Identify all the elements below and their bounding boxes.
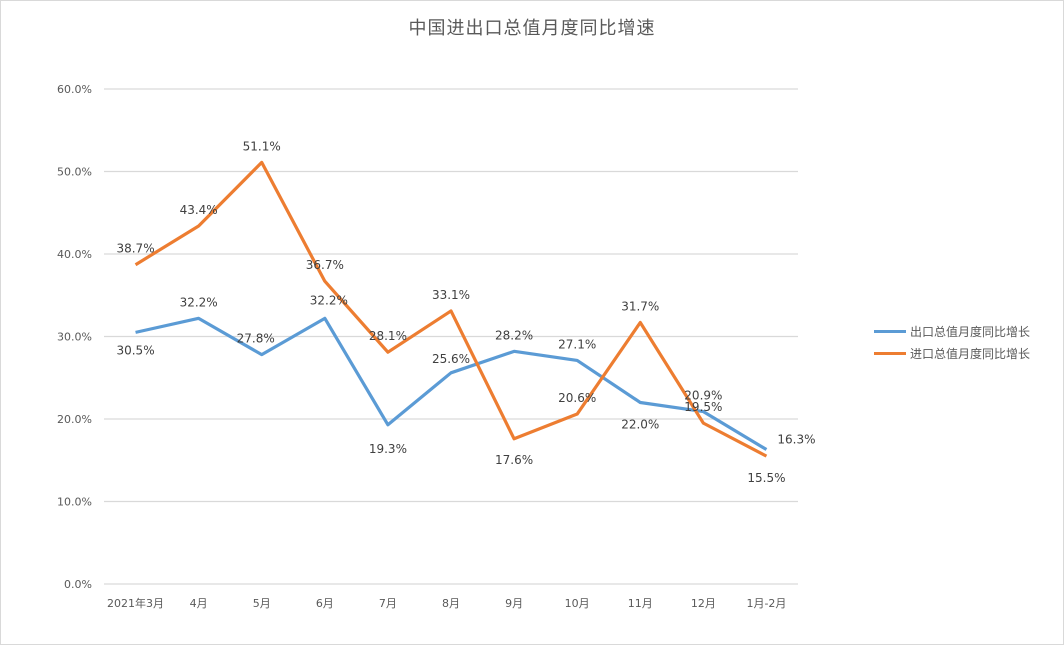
x-tick-label: 2021年3月 [107, 596, 164, 610]
import-data-label: 20.6% [558, 391, 596, 405]
export-data-label: 19.3% [369, 442, 407, 456]
x-tick-label: 8月 [442, 597, 460, 610]
import-data-label: 33.1% [432, 288, 470, 302]
x-tick-label: 1月-2月 [746, 597, 786, 610]
y-tick-label: 60.0% [57, 83, 92, 96]
export-data-label: 20.9% [684, 389, 722, 403]
legend-label-export: 出口总值月度同比增长 [910, 324, 1031, 339]
y-tick-label: 50.0% [57, 166, 92, 179]
x-tick-label: 12月 [691, 597, 716, 610]
import-data-label: 43.4% [180, 203, 218, 217]
legend-item-import: 进口总值月度同比增长 [874, 342, 1030, 364]
import-data-label: 36.7% [306, 258, 344, 272]
export-series-line [135, 316, 768, 451]
x-tick-label: 10月 [565, 597, 590, 610]
import-data-label: 38.7% [116, 242, 154, 256]
legend-swatch-import [874, 351, 906, 355]
y-tick-label: 10.0% [57, 496, 92, 509]
import-data-label: 31.7% [621, 299, 659, 313]
chart-title: 中国进出口总值月度同比增速 [408, 18, 656, 39]
export-data-label: 27.1% [558, 337, 596, 351]
legend-label-import: 进口总值月度同比增长 [910, 346, 1031, 361]
chart-legend: 出口总值月度同比增长 进口总值月度同比增长 [874, 320, 1030, 364]
import-data-label: 15.5% [747, 471, 785, 485]
import-data-label: 19.5% [684, 400, 722, 414]
import-data-label: 28.1% [369, 329, 407, 343]
export-data-label: 30.5% [116, 343, 154, 357]
x-tick-label: 11月 [628, 597, 653, 610]
x-tick-label: 5月 [253, 597, 271, 610]
y-tick-label: 20.0% [57, 413, 92, 426]
export-data-label: 16.3% [777, 433, 815, 447]
import-data-label: 17.6% [495, 453, 533, 467]
x-tick-label: 7月 [379, 597, 397, 610]
x-tick-label: 6月 [316, 597, 334, 610]
export-data-label: 28.2% [495, 328, 533, 342]
y-tick-label: 30.0% [57, 331, 92, 344]
export-data-label: 27.8% [237, 332, 275, 346]
export-data-label: 32.2% [180, 295, 218, 309]
legend-item-export: 出口总值月度同比增长 [874, 320, 1030, 342]
legend-swatch-export [874, 329, 906, 333]
export-data-label: 25.6% [432, 352, 470, 366]
import-data-label: 51.1% [243, 139, 281, 153]
export-data-label: 22.0% [621, 418, 659, 432]
y-tick-label: 0.0% [64, 578, 92, 591]
export-data-label: 32.2% [310, 293, 348, 307]
y-tick-label: 40.0% [57, 248, 92, 261]
x-tick-label: 9月 [505, 597, 523, 610]
x-tick-label: 4月 [190, 597, 208, 610]
import-series-line [134, 160, 768, 458]
